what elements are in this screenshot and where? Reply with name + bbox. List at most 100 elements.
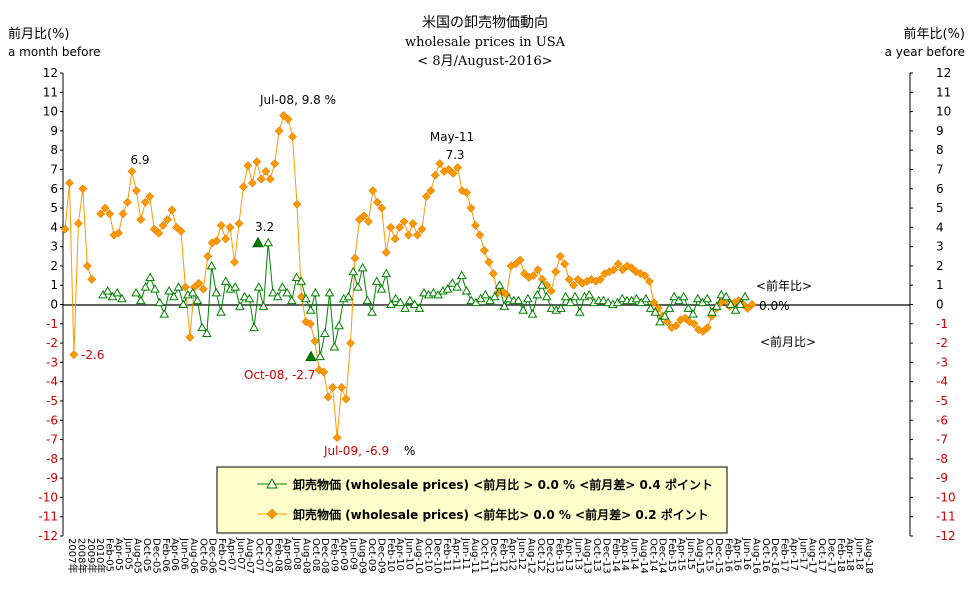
data-point xyxy=(244,293,255,303)
data-point xyxy=(154,297,165,307)
x-tick-label: Dec-08 xyxy=(319,538,330,574)
x-tick-label: Feb-10 xyxy=(385,538,396,572)
x-tick-label: Jun-14 xyxy=(629,537,640,570)
annotation-peak-2011-value: 7.3 xyxy=(445,148,464,162)
annotation-low-2009-pct: % xyxy=(404,444,415,458)
legend-mom-marker xyxy=(266,477,278,489)
annotation-peak-mom: 3.2 xyxy=(255,220,274,234)
data-point xyxy=(65,178,74,188)
data-point xyxy=(279,111,289,120)
left-tick-label: 8 xyxy=(50,143,58,157)
annotation-peak-2008-yoy: Jul-08, 9.8 % xyxy=(259,93,336,107)
data-point xyxy=(522,293,533,303)
data-point xyxy=(584,289,595,299)
annotation-low-2004: -2.6 xyxy=(81,348,104,362)
data-point xyxy=(258,301,269,310)
x-tick-label: Oct-11 xyxy=(479,538,490,572)
right-tick-label: -6 xyxy=(936,413,948,427)
x-tick-label: Dec-12 xyxy=(544,538,555,574)
left-tick-labels: 1211109876543210-1-2-3-4-5-6-7-8-9-10-11… xyxy=(38,66,63,543)
data-point xyxy=(252,157,262,167)
x-tick-label: Feb-12 xyxy=(497,538,508,572)
data-point xyxy=(499,301,510,310)
data-point xyxy=(216,307,226,316)
data-point xyxy=(324,287,335,297)
x-tick-label: 2008年 xyxy=(75,538,88,573)
data-point xyxy=(102,285,113,295)
data-point xyxy=(617,293,628,303)
data-point xyxy=(127,166,137,176)
data-point xyxy=(201,328,212,337)
data-point xyxy=(203,251,213,261)
left-tick-label: 10 xyxy=(43,105,58,119)
x-tick-label: 2007年 xyxy=(66,538,79,573)
right-axis-label-ja: 前年比(%) xyxy=(904,26,966,42)
data-point xyxy=(627,263,636,273)
data-point xyxy=(163,215,173,225)
x-tick-label: Aug-17 xyxy=(807,538,818,574)
data-point xyxy=(409,299,420,308)
x-tick-label: Apr-15 xyxy=(675,538,686,571)
left-tick-label: -2 xyxy=(46,336,58,350)
x-tick-label: Aug-06 xyxy=(188,538,199,574)
data-point xyxy=(527,309,538,318)
data-point xyxy=(466,295,477,305)
left-tick-label: 7 xyxy=(50,162,58,176)
annotation-peak-2006: 6.9 xyxy=(130,153,149,167)
data-point xyxy=(164,285,174,295)
data-point xyxy=(671,321,681,331)
x-tick-label: Apr-06 xyxy=(169,538,180,571)
data-point xyxy=(555,251,565,261)
data-point xyxy=(377,203,387,213)
data-point xyxy=(292,199,302,209)
data-point xyxy=(730,305,741,314)
left-tick-label: -11 xyxy=(38,510,58,524)
data-point xyxy=(603,297,613,307)
x-tick-label: Jun-16 xyxy=(741,537,752,570)
x-tick-label: Apr-08 xyxy=(282,538,293,571)
data-point xyxy=(515,255,525,265)
data-point xyxy=(96,209,106,219)
data-point xyxy=(386,222,396,232)
data-point xyxy=(644,276,654,286)
legend-yoy-label: 卸売物価 (wholesale prices) <前年比> 0.0 % <前月差… xyxy=(293,507,709,522)
data-point xyxy=(421,192,431,201)
x-tick-label: Oct-10 xyxy=(422,538,433,572)
x-tick-label: Feb-11 xyxy=(441,538,452,572)
data-point xyxy=(253,282,264,291)
left-tick-label: -9 xyxy=(46,471,58,485)
right-tick-label: -11 xyxy=(936,510,956,524)
right-tick-label: -1 xyxy=(936,317,948,331)
right-tick-label: 5 xyxy=(936,201,944,215)
left-tick-label: 6 xyxy=(50,182,58,196)
data-point xyxy=(456,270,467,280)
x-tick-label: Apr-18 xyxy=(844,538,855,571)
data-point xyxy=(404,230,413,240)
data-point xyxy=(314,365,324,375)
x-tick-label: Feb-16 xyxy=(722,538,733,572)
data-point xyxy=(586,274,596,284)
x-tick-label: Dec-17 xyxy=(825,538,836,574)
x-tick-label: Dec-13 xyxy=(600,538,611,574)
x-tick-label: Dec-09 xyxy=(375,538,386,574)
left-tick-label: -5 xyxy=(46,394,58,408)
x-tick-label: Oct-13 xyxy=(591,538,602,572)
data-point xyxy=(655,316,665,326)
data-point xyxy=(470,220,480,230)
data-point xyxy=(664,303,675,312)
data-point xyxy=(721,291,731,301)
x-tick-label: Aug-15 xyxy=(694,538,705,574)
right-tick-label: 8 xyxy=(936,143,944,157)
data-point xyxy=(310,336,320,346)
x-tick-label: 2010年 xyxy=(94,538,107,573)
data-point xyxy=(570,291,580,301)
data-point xyxy=(518,305,528,314)
right-tick-label: 1 xyxy=(936,278,944,292)
data-point xyxy=(412,230,422,240)
data-point xyxy=(569,280,578,290)
right-tick-label: -8 xyxy=(936,452,948,466)
data-point xyxy=(645,303,656,312)
data-point xyxy=(363,217,373,226)
x-tick-label: Oct-09 xyxy=(366,538,377,572)
data-point xyxy=(131,287,141,297)
